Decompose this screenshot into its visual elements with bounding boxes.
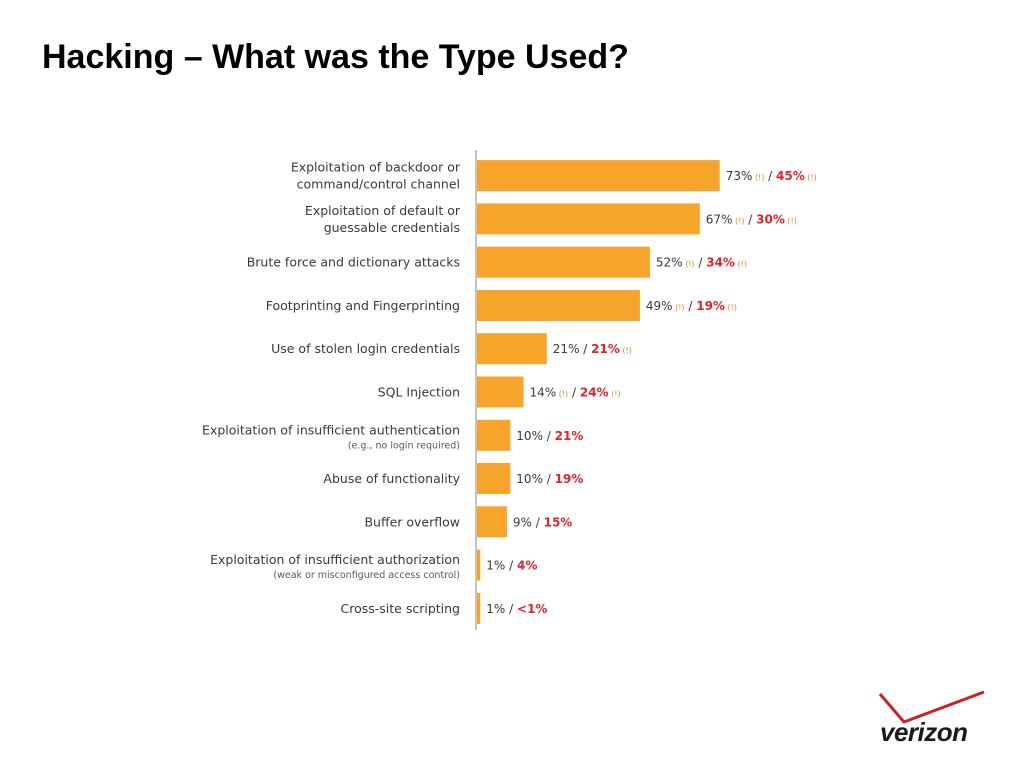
category-sublabel-10: (weak or misconfigured access control) (273, 570, 460, 581)
category-label-5: Use of stolen login credentials (271, 341, 460, 356)
value-label-9: 9% / 15% (513, 515, 572, 529)
category-label-7: Exploitation of insufficient authenticat… (202, 422, 460, 437)
bar-8 (477, 463, 511, 494)
value-label-4: 49% (!) / 19% (!) (646, 299, 737, 313)
verizon-wordmark: verizon (880, 717, 968, 747)
category-label-3: Brute force and dictionary attacks (247, 255, 460, 270)
category-sublabel-7: (e.g., no login required) (348, 440, 460, 451)
value-label-3: 52% (!) / 34% (!) (656, 256, 747, 270)
bar-5 (477, 333, 547, 365)
value-label-2: 67% (!) / 30% (!) (706, 212, 797, 226)
category-label-6: SQL Injection (378, 385, 460, 400)
verizon-check-icon (878, 690, 985, 724)
category-label-11: Cross-site scripting (341, 601, 461, 616)
bar-2 (477, 203, 700, 235)
category-label-2: Exploitation of default or guessable cred… (305, 203, 461, 235)
verizon-logo: verizon (874, 688, 990, 754)
bar-11 (477, 592, 481, 624)
value-label-5: 21% / 21% (!) (553, 342, 632, 356)
category-label-8: Abuse of functionality (323, 471, 460, 486)
slide-title: Hacking – What was the Type Used? (42, 38, 629, 76)
category-label-4: Footprinting and Fingerprinting (266, 298, 460, 313)
bar-4 (477, 290, 640, 321)
value-label-10: 1% / 4% (486, 559, 537, 573)
bar-10 (477, 549, 481, 581)
value-label-7: 10% / 21% (516, 429, 583, 443)
value-label-8: 10% / 19% (516, 472, 583, 486)
category-labels-layer: Exploitation of backdoor or command/contr… (202, 160, 461, 616)
value-label-1: 73% (!) / 45% (!) (726, 169, 817, 183)
bar-7 (477, 419, 511, 451)
bar-1 (477, 160, 720, 192)
bar-9 (477, 506, 507, 538)
value-labels-layer: 73% (!) / 45% (!) 67% (!) / 30% (!) 52% (!… (486, 169, 816, 616)
bar-6 (477, 376, 524, 408)
bars-layer (477, 160, 720, 624)
value-label-11: 1% / <1% (486, 602, 547, 616)
category-label-10: Exploitation of insufficient authorizati… (210, 552, 460, 567)
category-label-1: Exploitation of backdoor or command/contr… (291, 160, 461, 192)
bar-3 (477, 246, 650, 278)
value-label-6: 14% (!) / 24% (!) (530, 386, 621, 400)
category-label-9: Buffer overflow (364, 514, 460, 529)
